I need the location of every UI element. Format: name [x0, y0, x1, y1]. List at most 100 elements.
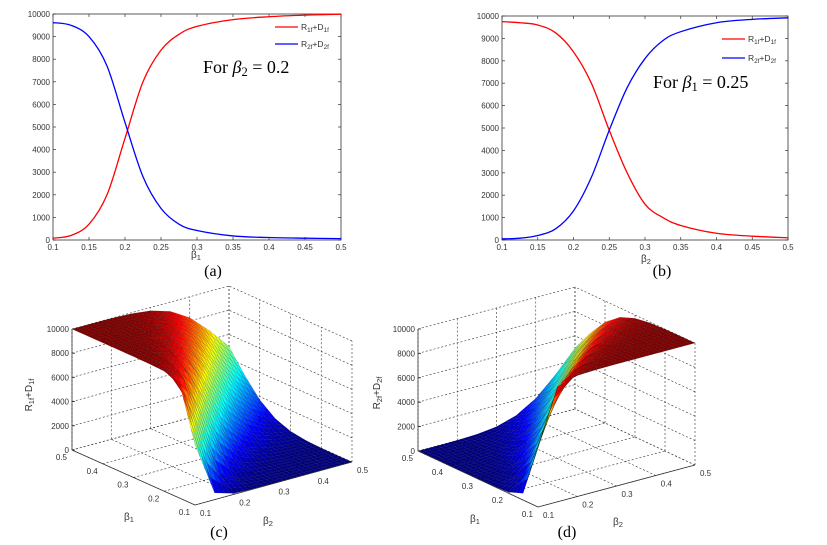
subscript: 2f — [375, 376, 384, 383]
grid-line — [150, 428, 274, 484]
subscript: 1f — [307, 27, 313, 34]
surface-patch — [622, 326, 633, 329]
x-axis-label: β2 — [641, 254, 651, 266]
line-chart-a: 0.1 0.15 0.2 0.25 0.3 0.35 0.4 0.45 0.5 0 1000 2000… — [28, 10, 347, 280]
y-tick-label: 9000 — [32, 33, 50, 42]
surface-patch — [584, 337, 593, 348]
surface-patch — [145, 358, 156, 362]
surface-patch — [305, 453, 315, 457]
surface-patch — [139, 314, 149, 318]
b1-axis-label: β1 — [124, 512, 134, 524]
surface-patch — [249, 414, 259, 423]
surface-patch — [569, 374, 579, 379]
surface-patch — [256, 409, 266, 418]
surface-patch — [539, 416, 548, 443]
grid-line — [71, 358, 230, 402]
series-line-1 — [501, 20, 789, 239]
surface-patch — [250, 481, 261, 486]
b2-axis — [194, 461, 353, 506]
surface-patch — [532, 419, 542, 429]
surface-patch — [641, 352, 652, 357]
surface-patch — [441, 456, 451, 461]
subscript: 1 — [197, 253, 201, 262]
surface-patch — [515, 480, 525, 494]
z-tick-label: 8000 — [51, 349, 69, 358]
surface-patch — [525, 424, 535, 432]
surface-patch — [256, 447, 267, 451]
subscript: 2 — [241, 65, 247, 79]
surface-chart-d: 0 2000 4000 6000 8000 10000 0.1 0.2 0.3 0.4 0.5 0.1… — [372, 286, 712, 541]
surface-patch — [514, 424, 525, 431]
z-axis-label: R2f+D2f — [372, 376, 384, 410]
y-tick-label: 2000 — [481, 191, 499, 200]
surface-patch — [239, 486, 250, 492]
surface-patch — [608, 323, 618, 328]
text-part: = 0.25 — [698, 72, 749, 92]
b2-tick-label: 0.4 — [318, 477, 330, 486]
text-part: β — [263, 516, 269, 527]
y-tick-label: 10000 — [28, 10, 51, 19]
surface-patch — [598, 345, 608, 348]
surface-patch — [584, 356, 595, 362]
surface-patch — [525, 432, 535, 444]
x-tick-label: 0.4 — [711, 243, 723, 252]
subscript: 1f — [27, 378, 36, 385]
surface-patch — [129, 326, 140, 330]
surface-patch — [278, 438, 288, 443]
surface-patch — [595, 336, 605, 341]
y-tick-label: 5000 — [32, 123, 50, 132]
surface-patch — [661, 336, 671, 341]
surface-patch — [482, 475, 493, 480]
surface-patch — [567, 350, 577, 361]
surface-patch — [668, 340, 679, 344]
surface-patch — [183, 358, 193, 367]
surface-patch — [121, 349, 132, 354]
surface-patch — [519, 444, 529, 452]
surface-patch — [559, 360, 568, 372]
x-tick-label: 0.25 — [601, 243, 617, 252]
surface-patch — [240, 384, 251, 395]
z-tick-label: 10000 — [393, 325, 416, 334]
b2-tick-label: 0.2 — [239, 498, 251, 507]
surface-patch — [112, 324, 123, 329]
surface-patch — [214, 368, 224, 383]
panel-caption: (a) — [204, 263, 222, 280]
grid-line — [71, 406, 230, 451]
subscript: 1f — [754, 39, 760, 46]
surface-patch — [504, 421, 515, 426]
panel-caption: (d) — [558, 524, 577, 541]
subscript: 2f — [771, 58, 777, 65]
surface-patch — [71, 327, 82, 331]
surface-patch — [135, 322, 146, 326]
grid-line — [228, 309, 353, 366]
b1-axis — [417, 450, 539, 508]
surface-patch — [136, 357, 147, 361]
surface-patch — [534, 431, 544, 458]
z-tick-label: 8000 — [397, 349, 415, 358]
surface-patch — [568, 357, 578, 371]
subscript: 2f — [754, 58, 760, 65]
b2-tick-label: 0.4 — [661, 480, 673, 489]
y-tick-label: 4000 — [32, 146, 50, 155]
surface-patch — [625, 338, 635, 343]
surface-patch — [87, 331, 98, 335]
surface-patch — [199, 323, 209, 335]
surface-patch — [522, 442, 533, 451]
series-line-1 — [52, 13, 342, 239]
surface-patch — [495, 449, 505, 454]
surface-patch — [603, 335, 612, 339]
surface-patch — [597, 365, 608, 369]
surface-patch — [522, 423, 532, 430]
x-tick-label: 0.35 — [673, 243, 689, 252]
surface-patch — [243, 377, 253, 388]
surface-patch — [591, 331, 601, 341]
surface-patch — [624, 341, 634, 346]
surface-patch — [571, 361, 581, 370]
y-tick-label: 1000 — [32, 213, 50, 222]
panel-caption: (c) — [210, 524, 228, 541]
surface-patch — [468, 454, 478, 459]
surface-patch — [213, 411, 223, 430]
subscript: 2 — [269, 519, 273, 528]
surface-patch — [511, 436, 521, 442]
surface-patch — [598, 337, 608, 343]
